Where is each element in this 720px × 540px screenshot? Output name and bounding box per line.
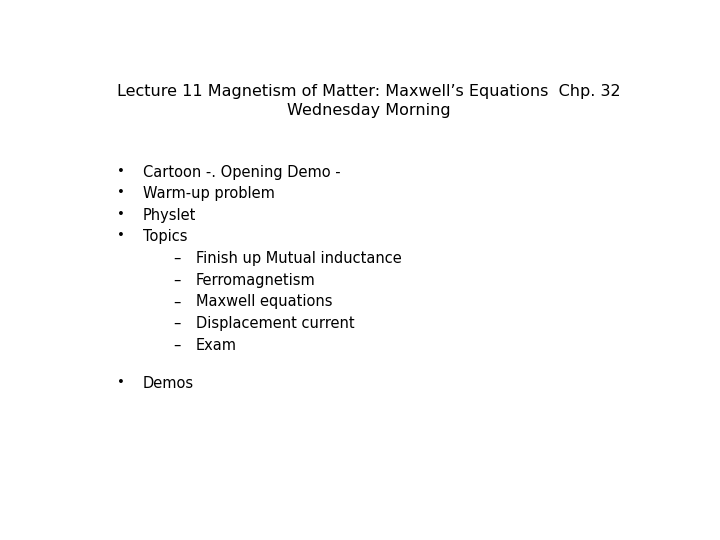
Text: –: – (173, 338, 180, 353)
Text: Ferromagnetism: Ferromagnetism (196, 273, 316, 288)
Text: •: • (117, 230, 125, 242)
Text: Exam: Exam (196, 338, 237, 353)
Text: Demos: Demos (143, 376, 194, 391)
Text: •: • (117, 208, 125, 221)
Text: Topics: Topics (143, 230, 187, 245)
Text: Warm-up problem: Warm-up problem (143, 186, 275, 201)
Text: –: – (173, 294, 180, 309)
Text: –: – (173, 273, 180, 288)
Text: –: – (173, 251, 180, 266)
Text: –: – (173, 316, 180, 331)
Text: Finish up Mutual inductance: Finish up Mutual inductance (196, 251, 402, 266)
Text: •: • (117, 376, 125, 389)
Text: •: • (117, 186, 125, 199)
Text: Maxwell equations: Maxwell equations (196, 294, 333, 309)
Text: Displacement current: Displacement current (196, 316, 355, 331)
Text: Physlet: Physlet (143, 208, 197, 223)
Text: Cartoon -. Opening Demo -: Cartoon -. Opening Demo - (143, 165, 341, 180)
Text: Lecture 11 Magnetism of Matter: Maxwell’s Equations  Chp. 32
Wednesday Morning: Lecture 11 Magnetism of Matter: Maxwell’… (117, 84, 621, 118)
Text: •: • (117, 165, 125, 178)
